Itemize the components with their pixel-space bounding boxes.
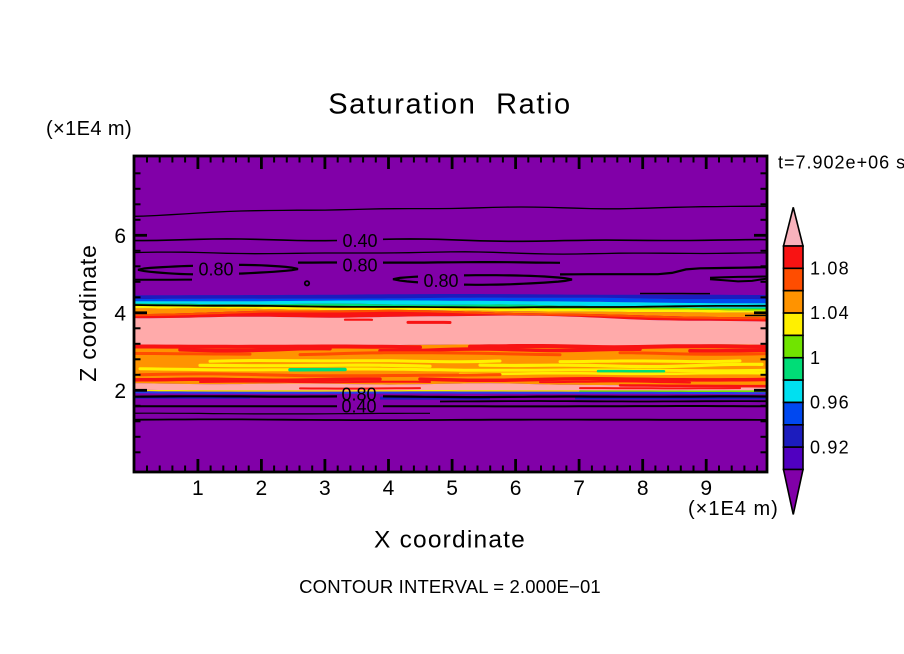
svg-text:9: 9 bbox=[700, 477, 712, 500]
svg-text:(×1E4 m): (×1E4 m) bbox=[688, 498, 779, 520]
svg-text:X coordinate: X coordinate bbox=[374, 527, 526, 554]
svg-text:0.92: 0.92 bbox=[810, 437, 850, 457]
svg-text:4: 4 bbox=[383, 477, 395, 500]
svg-text:2: 2 bbox=[114, 380, 126, 403]
svg-text:0.80: 0.80 bbox=[423, 271, 458, 291]
svg-text:3: 3 bbox=[319, 477, 331, 500]
svg-text:8: 8 bbox=[637, 477, 649, 500]
svg-text:Z coordinate: Z coordinate bbox=[75, 244, 101, 381]
svg-text:6: 6 bbox=[114, 225, 126, 248]
svg-text:6: 6 bbox=[510, 477, 522, 500]
svg-text:1: 1 bbox=[192, 477, 204, 500]
svg-text:0.96: 0.96 bbox=[810, 393, 850, 413]
svg-text:1.08: 1.08 bbox=[810, 259, 850, 279]
svg-text:0.80: 0.80 bbox=[341, 385, 376, 405]
svg-text:7: 7 bbox=[573, 477, 585, 500]
svg-text:0.40: 0.40 bbox=[341, 397, 376, 417]
svg-text:1.04: 1.04 bbox=[810, 303, 850, 323]
svg-text:t=7.902e+06 s: t=7.902e+06 s bbox=[778, 153, 904, 173]
svg-text:2: 2 bbox=[256, 477, 268, 500]
svg-text:CONTOUR INTERVAL = 2.000E−01: CONTOUR INTERVAL = 2.000E−01 bbox=[299, 576, 601, 597]
svg-text:4: 4 bbox=[114, 302, 126, 325]
svg-text:5: 5 bbox=[446, 477, 458, 500]
svg-text:Saturation Ratio: Saturation Ratio bbox=[328, 89, 572, 121]
svg-text:0.80: 0.80 bbox=[198, 259, 233, 279]
svg-text:(×1E4 m): (×1E4 m) bbox=[46, 118, 132, 140]
svg-text:0.40: 0.40 bbox=[342, 231, 377, 251]
svg-text:1: 1 bbox=[810, 348, 821, 368]
svg-text:0.80: 0.80 bbox=[342, 255, 377, 275]
